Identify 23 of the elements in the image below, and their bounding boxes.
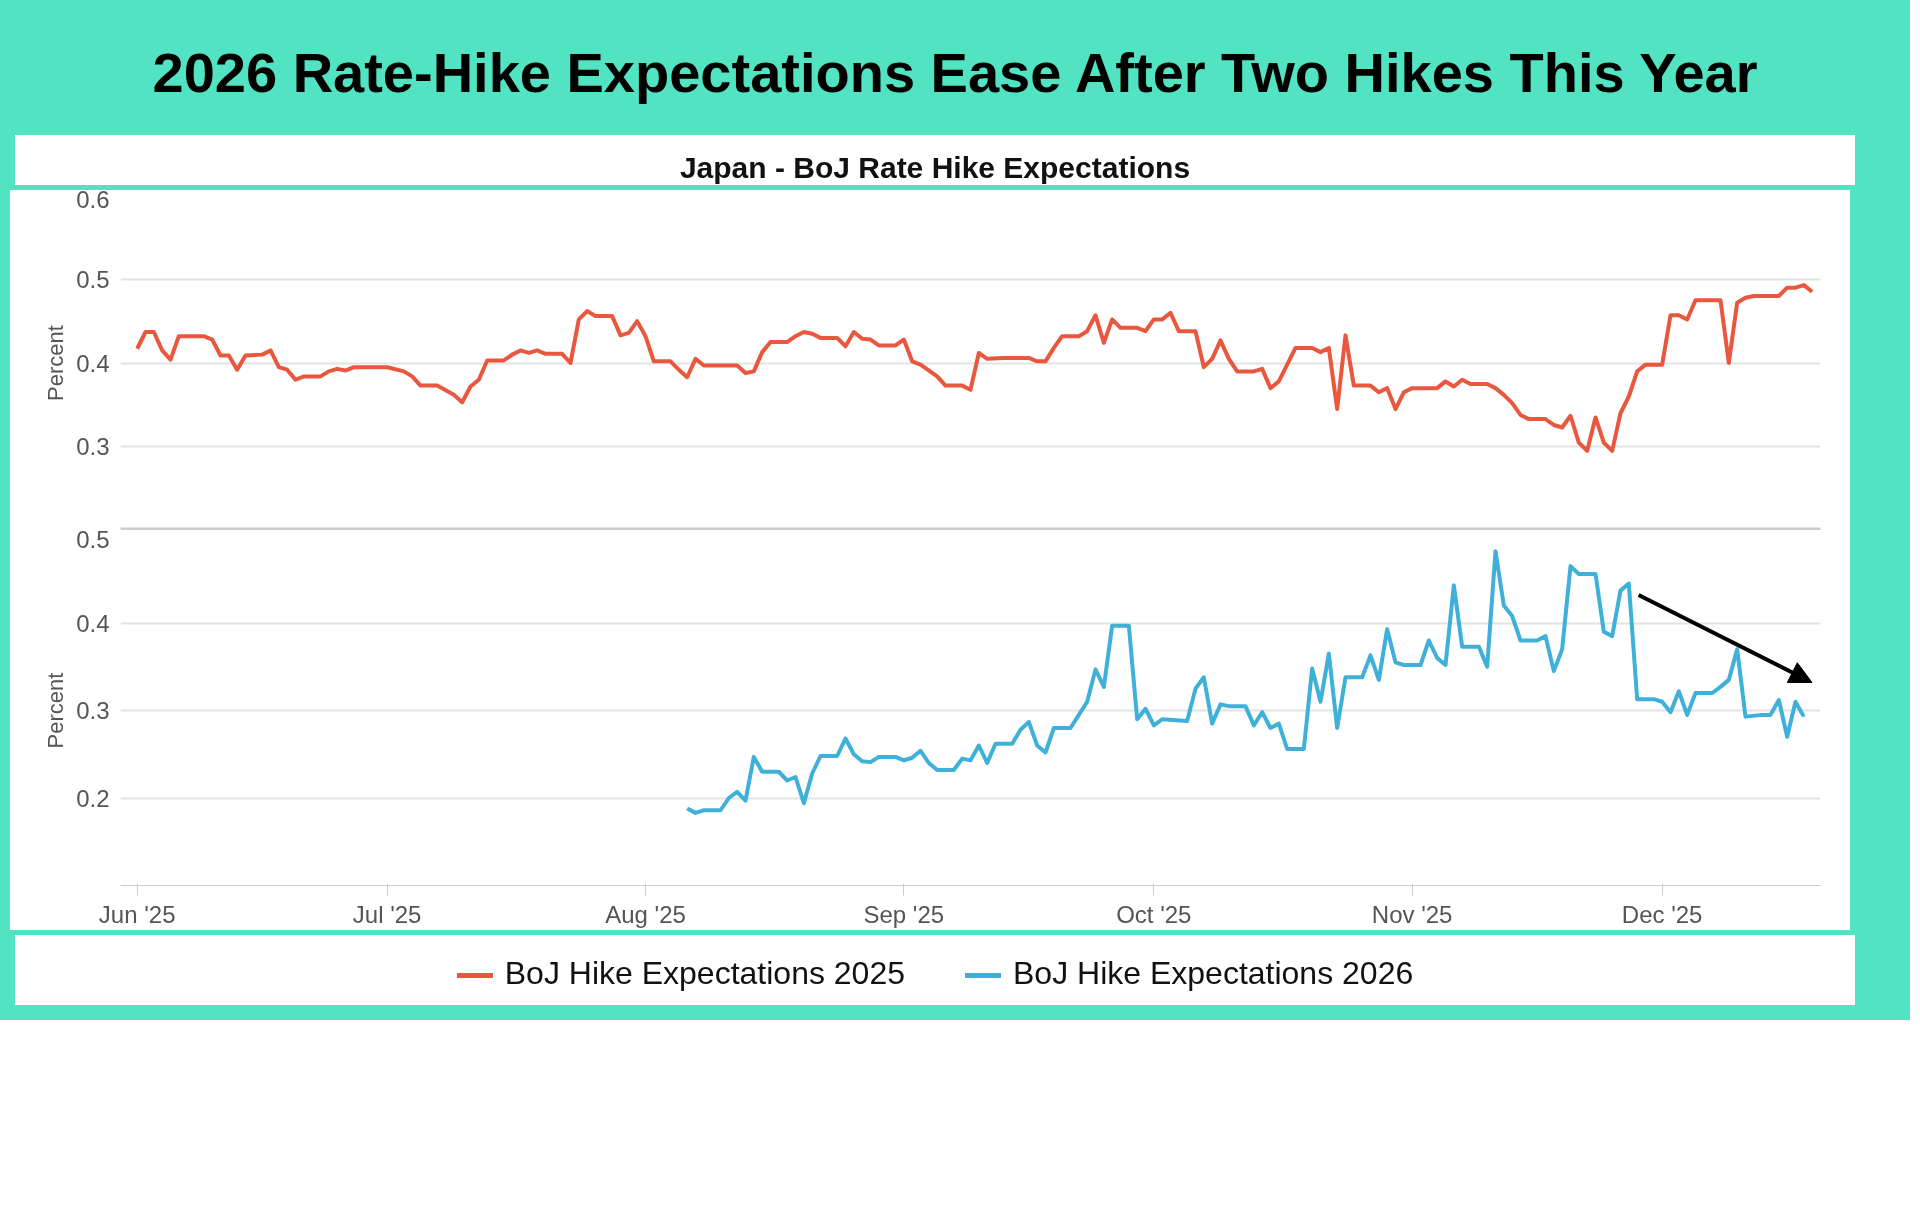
- line-series: [135, 283, 1815, 453]
- x-tick-label: Jun '25: [98, 900, 176, 928]
- x-tick-label: Aug '25: [605, 900, 686, 928]
- x-tick-label: Nov '25: [1371, 900, 1453, 928]
- chart-subtitle: Japan - BoJ Rate Hike Expectations: [679, 150, 1191, 186]
- legend-label: BoJ Hike Expectations 2026: [1012, 954, 1414, 993]
- y-tick-label: 0.5: [76, 265, 110, 293]
- y-axis-title: Percent: [43, 325, 69, 401]
- x-tick-label: Dec '25: [1621, 900, 1703, 928]
- legend-label: BoJ Hike Expectations 2025: [503, 954, 905, 993]
- y-tick-label: 0.6: [76, 185, 110, 213]
- x-tick-label: Jul '25: [352, 900, 422, 928]
- line-series: [685, 549, 1806, 815]
- y-tick-label: 0.5: [76, 525, 110, 553]
- y-axis-title: Percent: [43, 672, 69, 749]
- x-tick-label: Sep '25: [863, 900, 945, 928]
- y-tick-label: 0.2: [76, 784, 110, 812]
- y-tick-label: 0.4: [76, 609, 110, 637]
- x-tick-label: Oct '25: [1116, 900, 1192, 928]
- y-tick-label: 0.4: [76, 349, 110, 377]
- y-tick-label: 0.3: [76, 433, 110, 461]
- chart-title: 2026 Rate-Hike Expectations Ease After Two Hikes This Year: [152, 40, 1758, 106]
- y-tick-label: 0.3: [76, 697, 110, 724]
